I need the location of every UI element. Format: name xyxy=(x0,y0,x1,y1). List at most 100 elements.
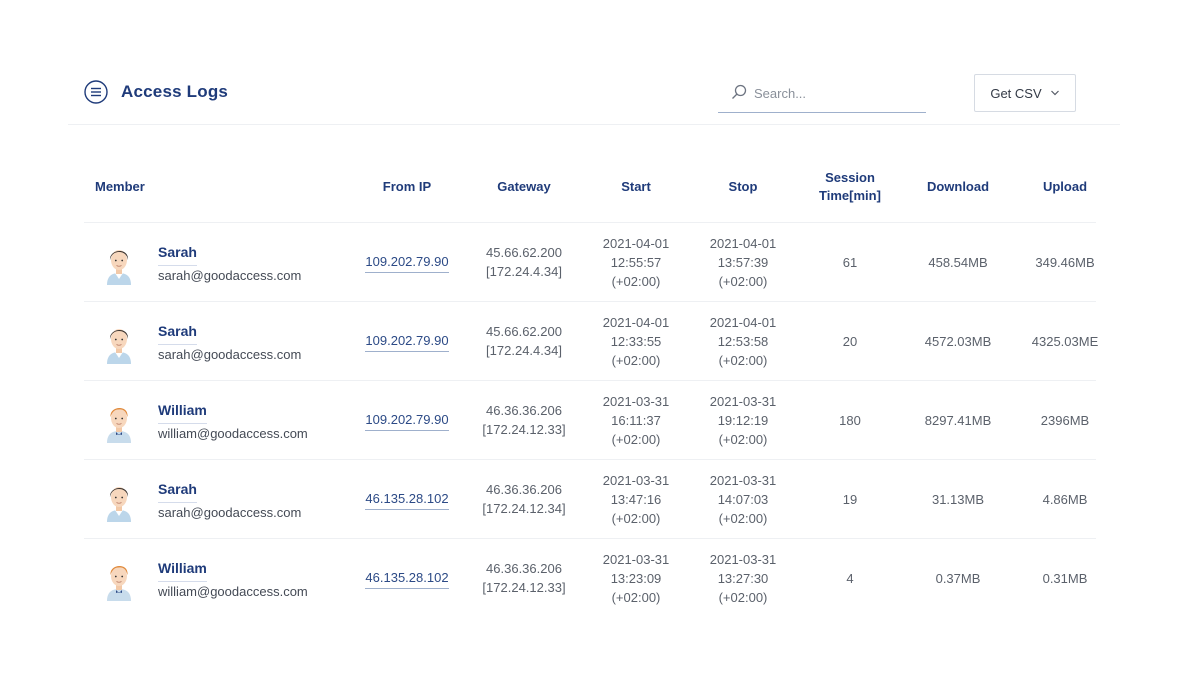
stop-timezone: (+02:00) xyxy=(718,510,768,526)
column-gateway[interactable]: Gateway xyxy=(497,179,551,194)
stop-cell: 2021-03-31 14:07:03 (+02:00) xyxy=(693,460,793,538)
upload-cell: 2396MB xyxy=(1040,412,1090,428)
gateway-internal-ip: [172.24.4.34] xyxy=(486,343,562,358)
upload-cell: 4.86MB xyxy=(1042,491,1088,507)
member-cell: Sarah sarah@goodaccess.com xyxy=(84,460,344,538)
stop-date: 2021-03-31 xyxy=(709,551,777,567)
gateway-ip: 46.36.36.206 xyxy=(486,403,562,418)
gateway-ip: 45.66.62.200 xyxy=(486,245,562,260)
from-ip-cell: 46.135.28.102 xyxy=(357,539,457,617)
start-timezone: (+02:00) xyxy=(611,273,661,289)
table-header: Member From IP Gateway Start Stop Sessio… xyxy=(84,152,1096,223)
start-time: 12:33:55 xyxy=(610,333,662,349)
session-time-cell: 20 xyxy=(842,333,858,349)
gateway-cell: 45.66.62.200 [172.24.4.34] xyxy=(474,302,574,380)
start-time: 16:11:37 xyxy=(611,412,661,428)
member-cell: William william@goodaccess.com xyxy=(84,539,344,617)
download-cell: 0.37MB xyxy=(935,570,981,586)
stop-time: 12:53:58 xyxy=(717,333,769,349)
download-cell: 458.54MB xyxy=(928,254,988,270)
from-ip-link[interactable]: 109.202.79.90 xyxy=(365,252,449,273)
start-time: 12:55:57 xyxy=(610,254,662,270)
start-timezone: (+02:00) xyxy=(611,352,661,368)
start-cell: 2021-03-31 16:11:37 (+02:00) xyxy=(586,381,686,459)
member-name[interactable]: Sarah xyxy=(158,243,197,266)
member-email: sarah@goodaccess.com xyxy=(158,268,302,283)
stop-time: 19:12:19 xyxy=(717,412,769,428)
stop-cell: 2021-04-01 12:53:58 (+02:00) xyxy=(693,302,793,380)
upload-cell: 0.31MB xyxy=(1042,570,1088,586)
download-cell: 4572.03MB xyxy=(924,333,992,349)
table-row: Sarah sarah@goodaccess.com 109.202.79.90… xyxy=(84,223,1096,302)
stop-timezone: (+02:00) xyxy=(718,431,768,447)
from-ip-link[interactable]: 46.135.28.102 xyxy=(365,489,449,510)
start-date: 2021-03-31 xyxy=(602,393,670,409)
get-csv-label: Get CSV xyxy=(990,85,1042,101)
start-time: 13:47:16 xyxy=(610,491,662,507)
stop-timezone: (+02:00) xyxy=(718,352,768,368)
search-box[interactable] xyxy=(718,74,926,113)
gateway-ip: 46.36.36.206 xyxy=(486,482,562,497)
table-row: William william@goodaccess.com 46.135.28… xyxy=(84,539,1096,617)
search-input[interactable] xyxy=(752,80,924,106)
member-name[interactable]: William xyxy=(158,559,207,582)
upload-cell: 4325.03ME xyxy=(1031,333,1099,349)
member-name[interactable]: William xyxy=(158,401,207,424)
stop-cell: 2021-03-31 13:27:30 (+02:00) xyxy=(693,539,793,617)
start-date: 2021-03-31 xyxy=(602,551,670,567)
member-email: sarah@goodaccess.com xyxy=(158,505,302,520)
member-email: sarah@goodaccess.com xyxy=(158,347,302,362)
stop-timezone: (+02:00) xyxy=(718,589,768,605)
session-time-cell: 4 xyxy=(846,570,854,586)
column-download[interactable]: Download xyxy=(926,179,990,194)
start-date: 2021-03-31 xyxy=(602,472,670,488)
column-start[interactable]: Start xyxy=(621,179,651,194)
gateway-internal-ip: [172.24.4.34] xyxy=(486,264,562,279)
table-row: William william@goodaccess.com 109.202.7… xyxy=(84,381,1096,460)
menu-list-icon[interactable] xyxy=(84,80,108,104)
column-session-time[interactable]: Session Time[min] xyxy=(800,152,900,222)
gateway-ip: 46.36.36.206 xyxy=(486,561,562,576)
column-from-ip[interactable]: From IP xyxy=(382,179,432,194)
stop-cell: 2021-03-31 19:12:19 (+02:00) xyxy=(693,381,793,459)
table-row: Sarah sarah@goodaccess.com 109.202.79.90… xyxy=(84,302,1098,381)
table-body: Sarah sarah@goodaccess.com 109.202.79.90… xyxy=(84,223,1098,617)
gateway-cell: 46.36.36.206 [172.24.12.33] xyxy=(474,539,574,617)
gateway-cell: 46.36.36.206 [172.24.12.33] xyxy=(474,381,574,459)
gateway-internal-ip: [172.24.12.33] xyxy=(482,580,566,595)
from-ip-cell: 109.202.79.90 xyxy=(357,381,457,459)
start-timezone: (+02:00) xyxy=(611,510,661,526)
column-session-line2: Time[min] xyxy=(819,188,881,203)
column-stop[interactable]: Stop xyxy=(728,179,758,194)
member-name[interactable]: Sarah xyxy=(158,322,197,345)
start-cell: 2021-03-31 13:47:16 (+02:00) xyxy=(586,460,686,538)
column-upload[interactable]: Upload xyxy=(1042,179,1088,194)
stop-date: 2021-04-01 xyxy=(709,235,777,251)
start-time: 13:23:09 xyxy=(610,570,662,586)
session-time-cell: 19 xyxy=(842,491,858,507)
member-cell: Sarah sarah@goodaccess.com xyxy=(84,302,344,380)
header-divider xyxy=(68,124,1120,125)
from-ip-link[interactable]: 109.202.79.90 xyxy=(365,331,449,352)
stop-cell: 2021-04-01 13:57:39 (+02:00) xyxy=(693,223,793,301)
get-csv-button[interactable]: Get CSV xyxy=(974,74,1076,112)
stop-timezone: (+02:00) xyxy=(718,273,768,289)
column-member[interactable]: Member xyxy=(95,179,145,194)
member-name[interactable]: Sarah xyxy=(158,480,197,503)
stop-time: 13:57:39 xyxy=(717,254,769,270)
from-ip-link[interactable]: 46.135.28.102 xyxy=(365,568,449,589)
gateway-cell: 46.36.36.206 [172.24.12.34] xyxy=(474,460,574,538)
start-cell: 2021-04-01 12:33:55 (+02:00) xyxy=(586,302,686,380)
female-avatar xyxy=(102,243,136,285)
start-cell: 2021-03-31 13:23:09 (+02:00) xyxy=(586,539,686,617)
start-timezone: (+02:00) xyxy=(611,589,661,605)
start-timezone: (+02:00) xyxy=(611,431,661,447)
start-date: 2021-04-01 xyxy=(602,235,670,251)
member-email: william@goodaccess.com xyxy=(158,584,308,599)
stop-time: 14:07:03 xyxy=(717,491,769,507)
session-time-cell: 180 xyxy=(839,412,861,428)
male-avatar xyxy=(102,401,136,443)
female-avatar xyxy=(102,322,136,364)
from-ip-link[interactable]: 109.202.79.90 xyxy=(365,410,449,431)
